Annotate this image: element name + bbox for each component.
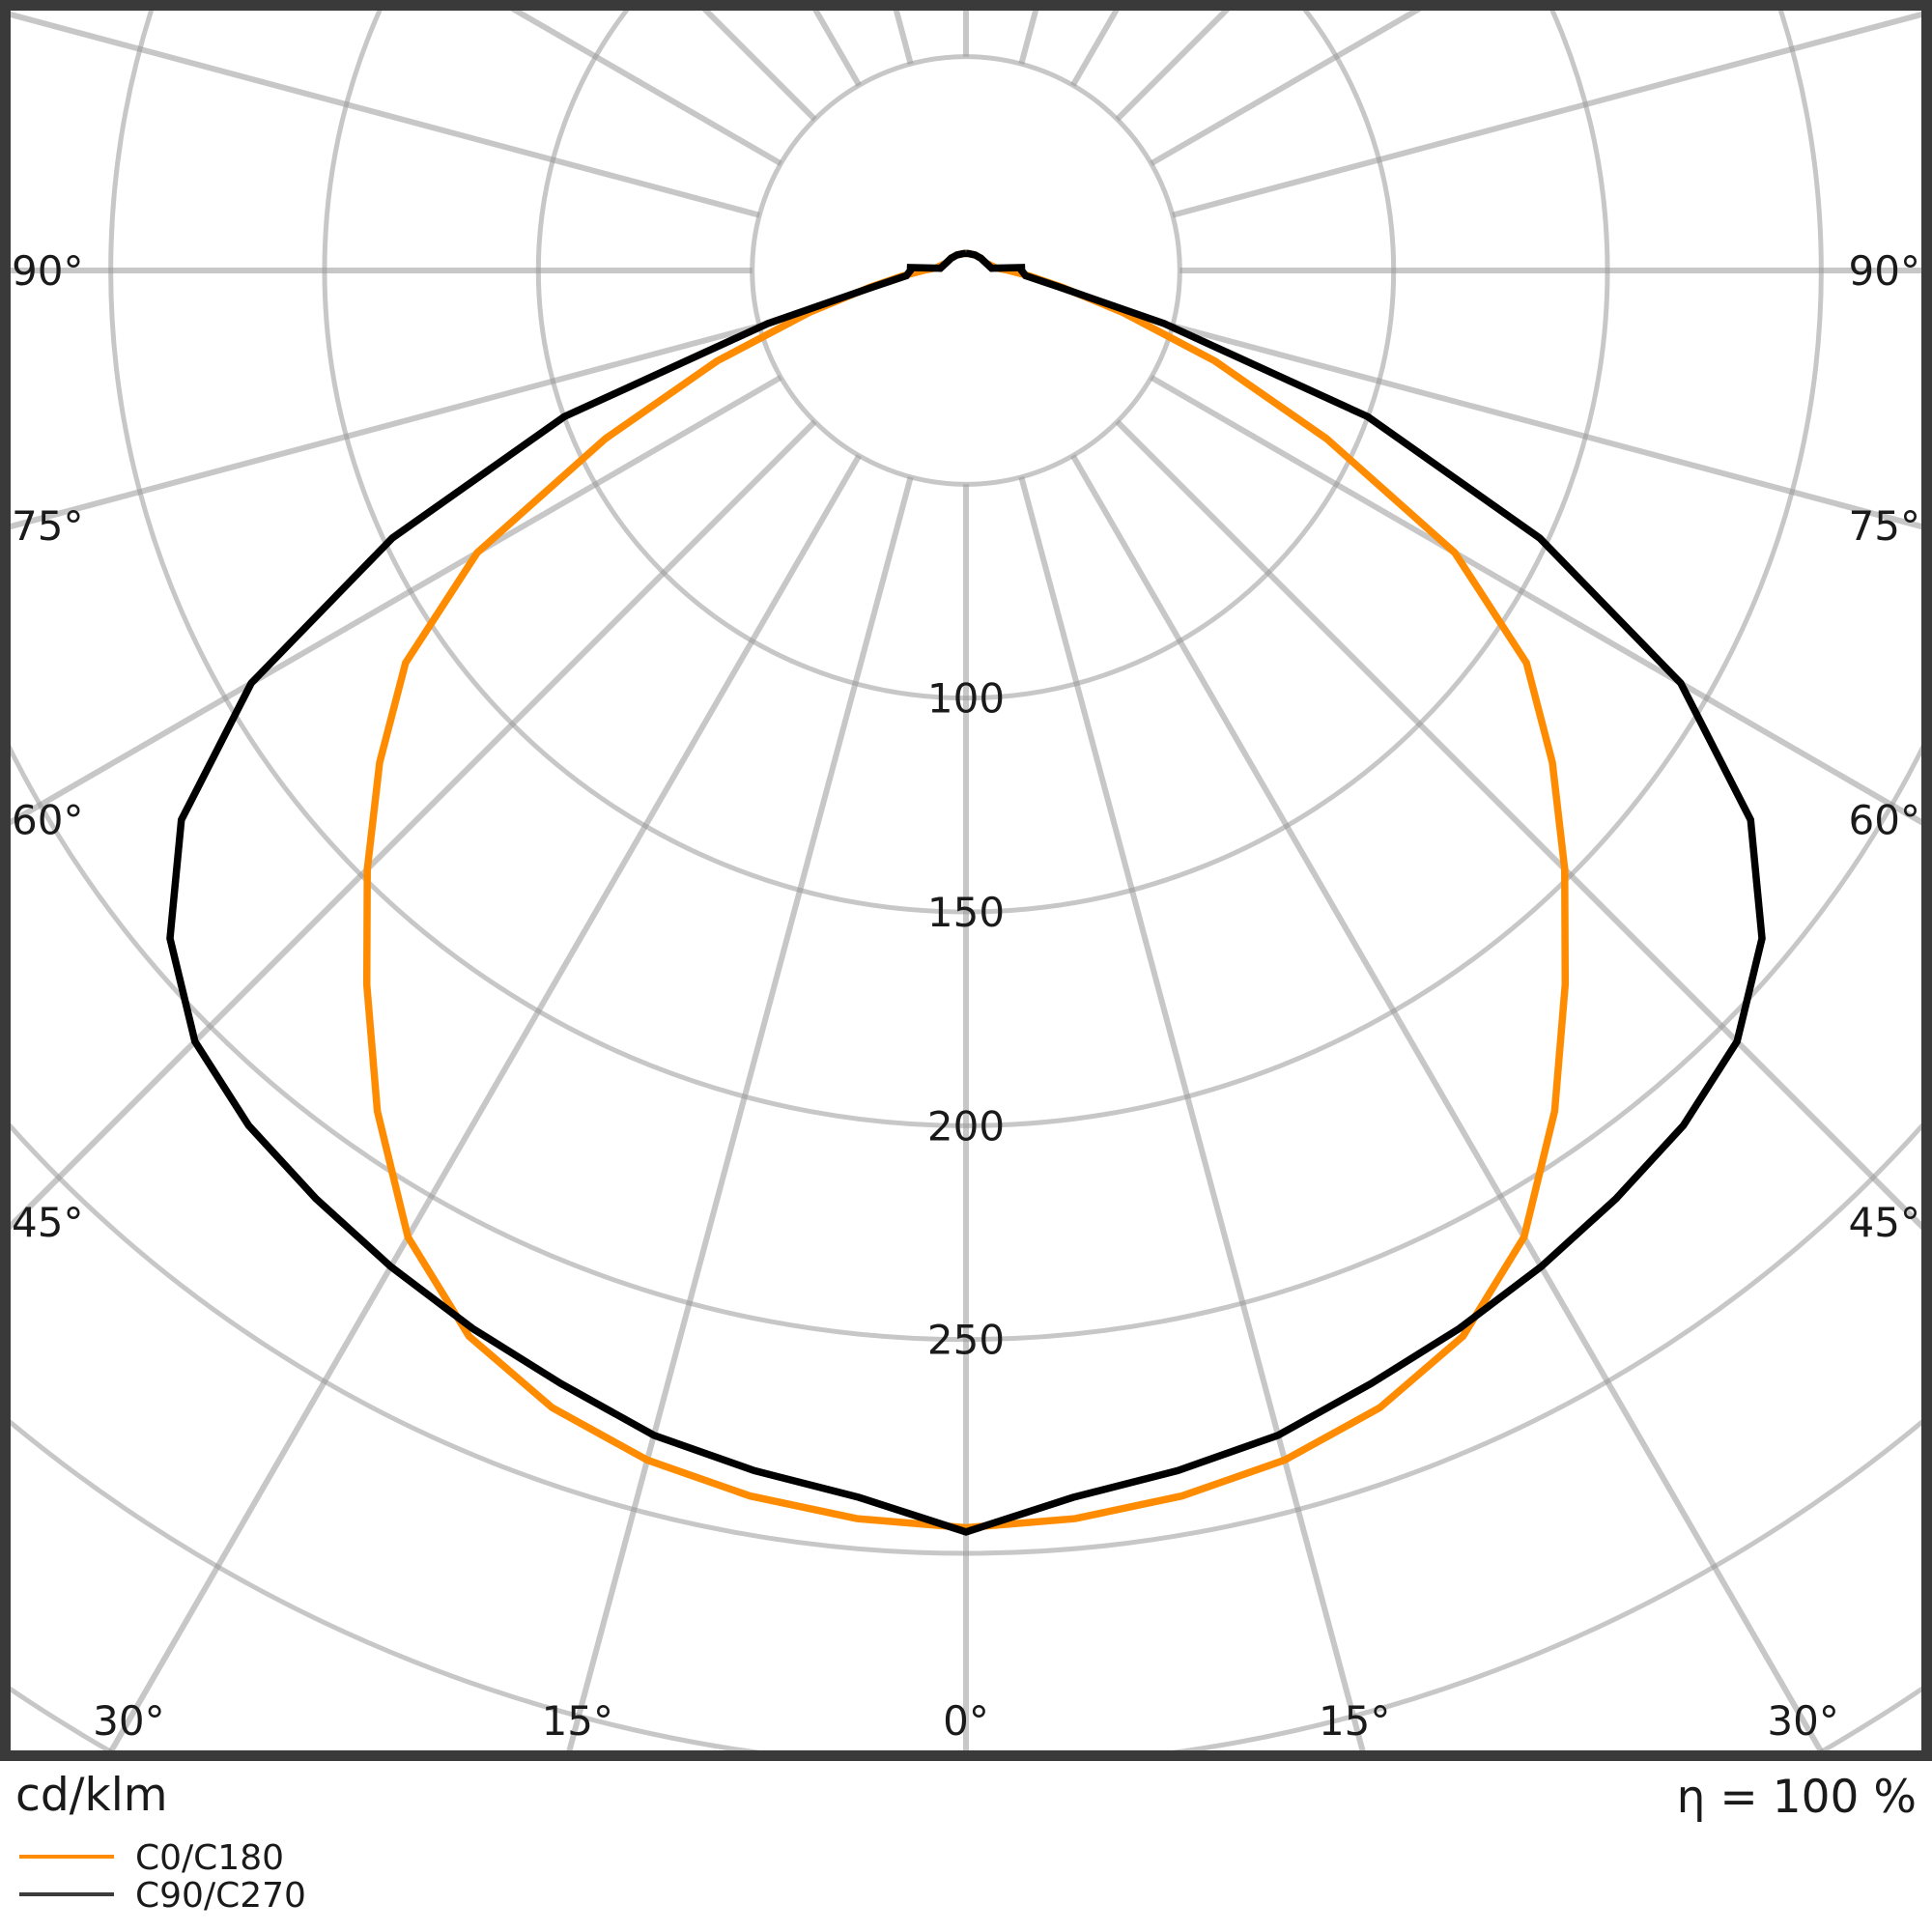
angle-label-left-90: 90° [12,247,83,295]
angle-label-left-60: 60° [12,797,83,844]
legend-label-c0-c180: C0/C180 [135,1838,284,1878]
axis-tick-labels: 100 150 200 250 90° 75° 60° 45° 90° 75° 60° 45° 30° 1… [12,247,1920,1745]
angle-label-bottom-right-30: 30° [1767,1697,1838,1745]
angle-label-bottom-center-0: 0° [943,1697,989,1745]
angle-label-right-60: 60° [1849,797,1920,844]
legend: C0/C180 C90/C270 [19,1838,306,1916]
plot-frame [0,0,1932,1761]
angle-label-left-75: 75° [12,502,83,550]
angle-label-right-75: 75° [1849,502,1920,550]
angle-label-bottom-right-15: 15° [1319,1697,1390,1745]
angle-label-right-45: 45° [1849,1199,1920,1246]
angle-label-right-90: 90° [1849,247,1920,295]
radial-unit-label: cd/klm [15,1769,168,1822]
ring-label-150: 150 [927,889,1005,936]
angle-label-bottom-left-30: 30° [93,1697,164,1745]
intensity-curves [166,249,1766,1536]
ring-label-250: 250 [927,1317,1005,1364]
angle-label-bottom-left-15: 15° [542,1697,613,1745]
legend-label-c90-c270: C90/C270 [135,1876,306,1916]
efficiency-label: η = 100 % [1677,1771,1917,1824]
angle-label-left-45: 45° [12,1199,83,1246]
ring-label-100: 100 [927,675,1005,723]
ring-label-200: 200 [927,1102,1005,1150]
